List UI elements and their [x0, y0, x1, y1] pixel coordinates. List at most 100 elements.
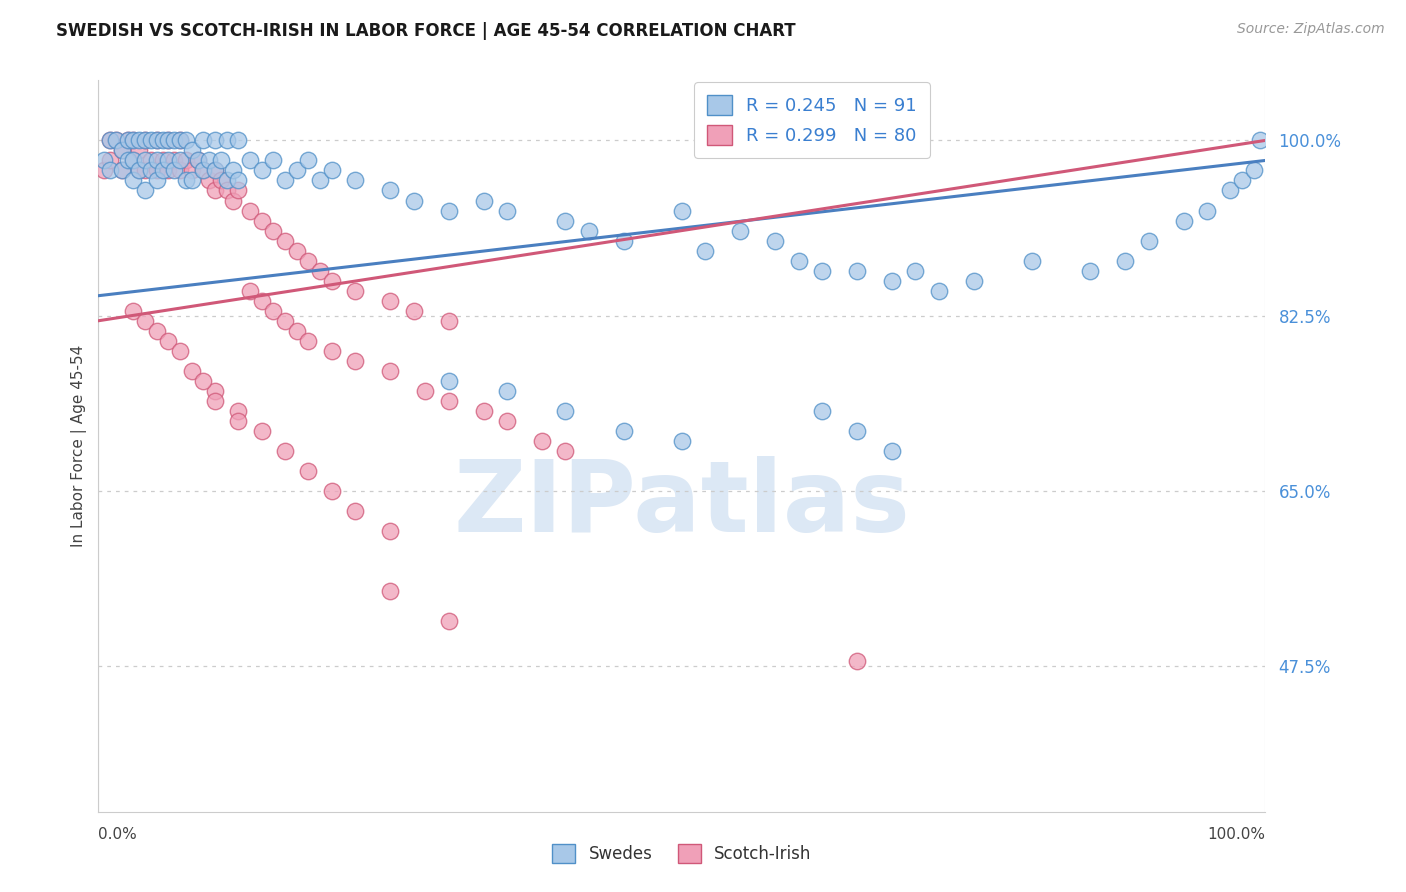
Text: SWEDISH VS SCOTCH-IRISH IN LABOR FORCE | AGE 45-54 CORRELATION CHART: SWEDISH VS SCOTCH-IRISH IN LABOR FORCE |… — [56, 22, 796, 40]
Point — [239, 284, 262, 298]
Point — [104, 133, 127, 147]
Point — [321, 343, 343, 358]
Point — [402, 194, 425, 208]
Point — [146, 173, 169, 187]
Point — [122, 303, 145, 318]
Point — [787, 253, 810, 268]
Point — [380, 524, 402, 538]
Point — [93, 163, 115, 178]
Point — [437, 393, 460, 408]
Point — [380, 584, 402, 599]
Point — [285, 244, 308, 258]
Point — [274, 173, 297, 187]
Point — [297, 153, 319, 168]
Point — [98, 133, 121, 147]
Point — [134, 133, 156, 147]
Point — [111, 163, 134, 178]
Point — [239, 203, 262, 218]
Point — [437, 374, 460, 388]
Text: ZIPatlas: ZIPatlas — [454, 456, 910, 553]
Point — [98, 133, 121, 147]
Point — [928, 284, 950, 298]
Point — [344, 284, 367, 298]
Point — [228, 184, 250, 198]
Point — [380, 184, 402, 198]
Point — [134, 184, 156, 198]
Point — [309, 263, 332, 277]
Point — [134, 133, 156, 147]
Point — [117, 133, 139, 147]
Point — [1249, 133, 1271, 147]
Point — [209, 173, 232, 187]
Point — [146, 163, 169, 178]
Point — [530, 434, 553, 448]
Point — [152, 133, 174, 147]
Point — [613, 424, 636, 438]
Point — [1137, 234, 1160, 248]
Text: 0.0%: 0.0% — [98, 827, 138, 842]
Point — [671, 434, 693, 448]
Point — [157, 153, 180, 168]
Point — [146, 324, 169, 338]
Point — [174, 153, 197, 168]
Point — [157, 133, 180, 147]
Point — [193, 374, 215, 388]
Legend: Swedes, Scotch-Irish: Swedes, Scotch-Irish — [543, 834, 821, 873]
Point — [193, 133, 215, 147]
Point — [472, 404, 495, 418]
Point — [180, 364, 202, 378]
Point — [613, 234, 636, 248]
Point — [98, 153, 121, 168]
Point — [274, 234, 297, 248]
Point — [344, 173, 367, 187]
Point — [1219, 184, 1241, 198]
Point — [174, 173, 197, 187]
Point — [1173, 213, 1195, 227]
Point — [250, 213, 273, 227]
Point — [846, 263, 869, 277]
Point — [122, 133, 145, 147]
Point — [193, 163, 215, 178]
Point — [146, 133, 169, 147]
Point — [811, 404, 834, 418]
Point — [344, 504, 367, 518]
Point — [763, 234, 786, 248]
Point — [846, 655, 869, 669]
Point — [846, 424, 869, 438]
Point — [221, 194, 243, 208]
Point — [250, 293, 273, 308]
Point — [174, 133, 197, 147]
Point — [122, 153, 145, 168]
Point — [496, 414, 519, 428]
Point — [437, 203, 460, 218]
Point — [496, 203, 519, 218]
Point — [163, 153, 186, 168]
Point — [285, 324, 308, 338]
Point — [262, 223, 284, 237]
Point — [128, 133, 150, 147]
Point — [204, 163, 226, 178]
Point — [204, 384, 226, 398]
Point — [811, 263, 834, 277]
Point — [111, 163, 134, 178]
Point — [139, 153, 162, 168]
Point — [671, 203, 693, 218]
Point — [554, 213, 576, 227]
Point — [193, 163, 215, 178]
Point — [262, 153, 284, 168]
Point — [1021, 253, 1043, 268]
Point — [104, 133, 127, 147]
Point — [111, 144, 134, 158]
Point — [128, 163, 150, 178]
Point — [250, 163, 273, 178]
Point — [204, 393, 226, 408]
Point — [169, 153, 191, 168]
Point — [380, 293, 402, 308]
Point — [98, 163, 121, 178]
Point — [321, 163, 343, 178]
Point — [554, 444, 576, 458]
Point — [134, 314, 156, 328]
Point — [285, 163, 308, 178]
Point — [578, 223, 600, 237]
Point — [321, 484, 343, 499]
